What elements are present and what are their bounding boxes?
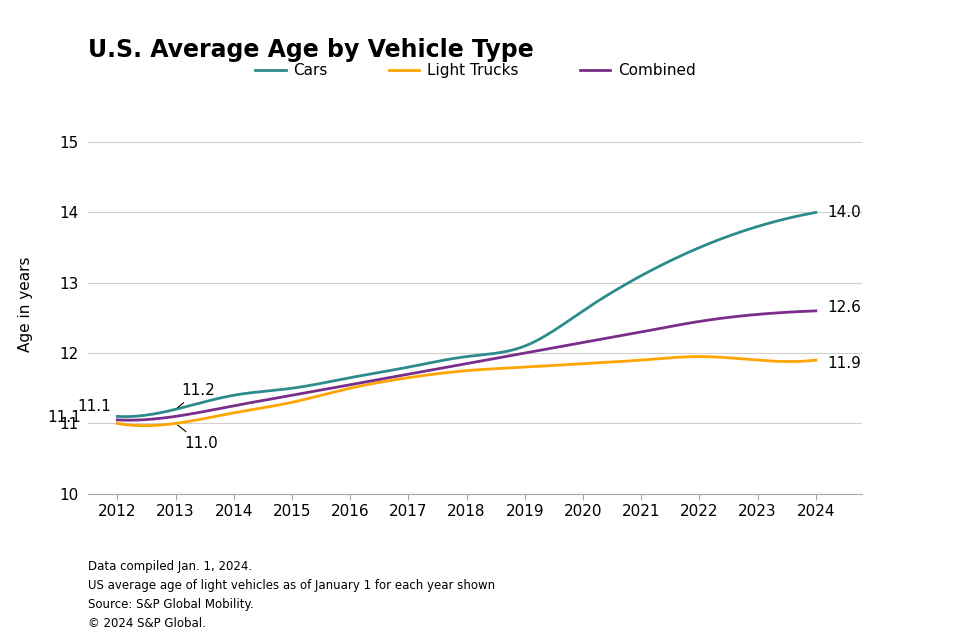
Combined xyxy=(809,307,821,315)
Cars xyxy=(119,413,130,420)
Text: 11.9: 11.9 xyxy=(827,356,861,371)
Line: Light Trucks: Light Trucks xyxy=(118,356,815,425)
Text: 12.6: 12.6 xyxy=(827,300,861,315)
Line: Cars: Cars xyxy=(118,213,815,417)
Text: 11.1: 11.1 xyxy=(77,399,112,413)
Combined xyxy=(529,348,541,355)
Legend: Cars, Light Trucks, Combined: Cars, Light Trucks, Combined xyxy=(249,57,702,84)
Combined xyxy=(541,345,553,353)
Combined xyxy=(123,417,135,424)
Cars xyxy=(112,413,123,420)
Light Trucks xyxy=(705,353,716,361)
Text: 14.0: 14.0 xyxy=(827,205,861,220)
Cars xyxy=(809,209,821,216)
Text: 11.2: 11.2 xyxy=(177,383,215,408)
Text: Data compiled Jan. 1, 2024.
US average age of light vehicles as of January 1 for: Data compiled Jan. 1, 2024. US average a… xyxy=(88,560,495,630)
Light Trucks xyxy=(114,420,125,428)
Cars xyxy=(529,337,541,345)
Cars xyxy=(703,240,714,248)
Light Trucks xyxy=(112,420,123,427)
Combined xyxy=(703,316,714,324)
Text: 11.0: 11.0 xyxy=(177,425,218,451)
Line: Combined: Combined xyxy=(118,311,815,420)
Light Trucks xyxy=(527,363,539,370)
Cars xyxy=(541,331,553,339)
Cars xyxy=(747,224,759,232)
Cars xyxy=(527,339,539,346)
Cars xyxy=(114,413,125,420)
Y-axis label: Age in years: Age in years xyxy=(18,256,33,351)
Light Trucks xyxy=(809,356,821,364)
Text: U.S. Average Age by Vehicle Type: U.S. Average Age by Vehicle Type xyxy=(88,38,534,62)
Light Trucks xyxy=(529,363,541,370)
Light Trucks xyxy=(693,353,705,360)
Combined xyxy=(527,348,539,355)
Light Trucks xyxy=(139,422,151,429)
Combined xyxy=(747,311,759,318)
Light Trucks xyxy=(750,356,761,364)
Combined xyxy=(114,417,125,424)
Light Trucks xyxy=(541,362,553,370)
Combined xyxy=(112,416,123,423)
